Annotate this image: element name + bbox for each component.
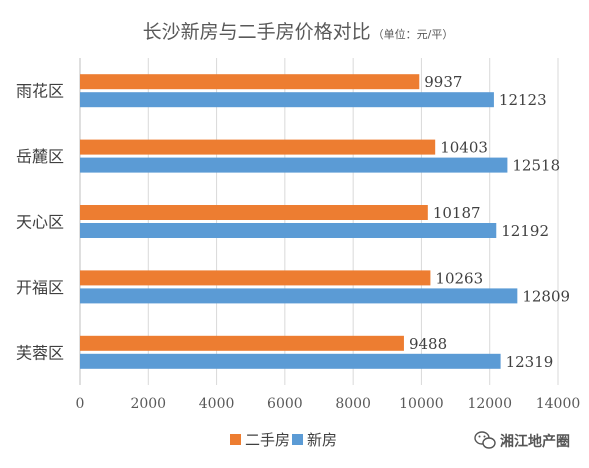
data-label: 12123 xyxy=(499,91,547,109)
data-label: 10263 xyxy=(435,269,483,287)
legend-swatch-new xyxy=(292,434,303,445)
data-label: 9488 xyxy=(409,335,447,353)
data-label: 10187 xyxy=(433,204,481,222)
bar-used xyxy=(80,74,420,90)
legend-swatch-used xyxy=(230,434,241,445)
bar-new xyxy=(80,223,497,238)
bar-used xyxy=(80,270,431,286)
data-label: 12192 xyxy=(501,222,549,240)
category-label: 雨花区 xyxy=(16,82,64,101)
watermark-text: 湘江地产圈 xyxy=(500,433,570,450)
chart-title-text: 长沙新房与二手房价格对比 xyxy=(143,21,371,43)
x-tick-label: 6000 xyxy=(267,396,303,412)
bars: 9937 12123 10403 12518 10187 12192 10263 12809 9… xyxy=(80,73,570,371)
chart-title: 长沙新房与二手房价格对比 （单位：元/平） xyxy=(143,21,454,43)
data-label: 12809 xyxy=(522,287,570,305)
x-tick-label: 0 xyxy=(76,396,85,412)
x-tick-label: 10000 xyxy=(399,396,444,412)
data-label: 12518 xyxy=(512,157,560,175)
bar-used xyxy=(80,139,436,155)
data-label: 9937 xyxy=(424,73,462,91)
x-tick-labels: 0 2000 4000 6000 8000 10000 12000 14000 xyxy=(76,396,581,412)
category-label: 开福区 xyxy=(16,278,64,297)
category-label: 天心区 xyxy=(16,213,64,232)
category-label: 芙蓉区 xyxy=(16,343,64,362)
x-tick-label: 4000 xyxy=(199,396,235,412)
wechat-icon xyxy=(474,431,496,449)
bar-used xyxy=(80,335,404,351)
x-tick-label: 8000 xyxy=(335,396,371,412)
watermark: 湘江地产圈 xyxy=(474,431,570,450)
legend-label-new: 新房 xyxy=(307,431,337,449)
category-label: 岳麓区 xyxy=(16,147,64,166)
bar-new xyxy=(80,92,494,108)
x-tick-label: 14000 xyxy=(536,396,581,412)
data-label: 12319 xyxy=(506,353,554,371)
bar-new xyxy=(80,157,508,173)
x-tick-label: 2000 xyxy=(130,396,166,412)
bar-used xyxy=(80,205,428,220)
legend: 二手房 新房 xyxy=(230,431,337,449)
chart-unit-note: （单位：元/平） xyxy=(373,27,454,41)
data-label: 10403 xyxy=(440,139,488,157)
legend-label-used: 二手房 xyxy=(245,431,290,449)
bar-new xyxy=(80,353,501,369)
gridlines xyxy=(147,58,559,385)
bar-new xyxy=(80,288,518,304)
x-tick-label: 12000 xyxy=(467,396,512,412)
